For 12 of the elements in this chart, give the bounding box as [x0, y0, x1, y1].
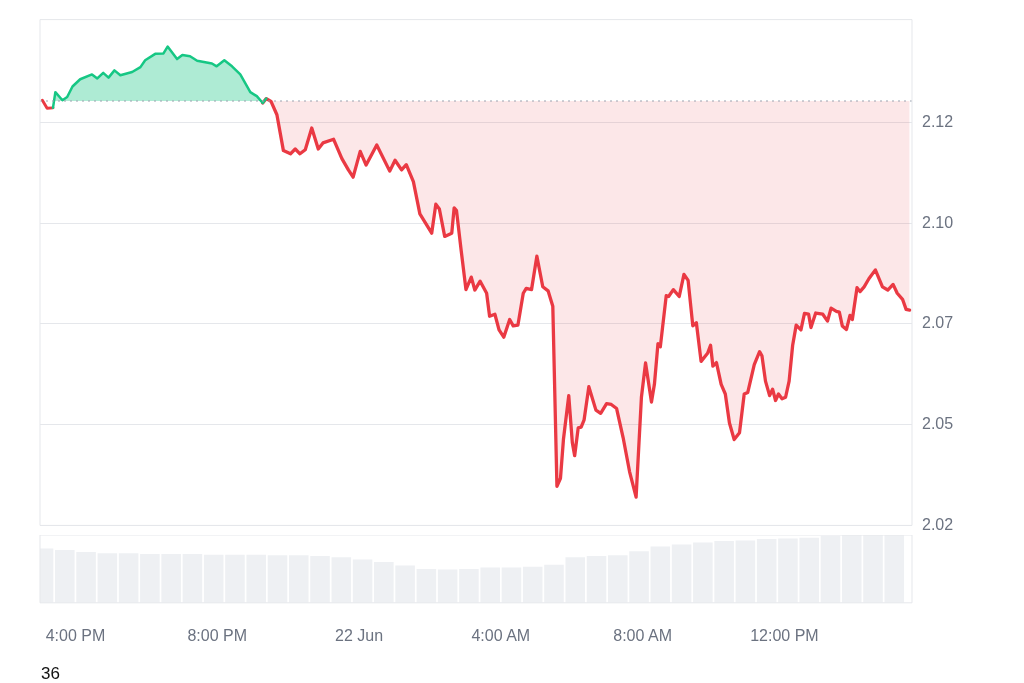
x-tick-label: 8:00 PM	[187, 626, 248, 644]
y-tick-label: 2.02	[922, 515, 954, 533]
text: 36	[41, 664, 60, 683]
x-tick-label: 22 Jun	[335, 626, 384, 644]
x-tick-label: 4:00 AM	[471, 626, 531, 644]
x-tick-label: 12:00 PM	[750, 626, 819, 644]
y-tick-label: 2.10	[922, 213, 954, 231]
x-tick-label: 8:00 AM	[613, 626, 672, 644]
y-tick-label: 2.12	[922, 112, 954, 130]
y-tick-label: 2.05	[922, 415, 954, 433]
y-tick-label: 2.07	[922, 314, 954, 332]
x-tick-label: 4:00 PM	[45, 626, 106, 644]
